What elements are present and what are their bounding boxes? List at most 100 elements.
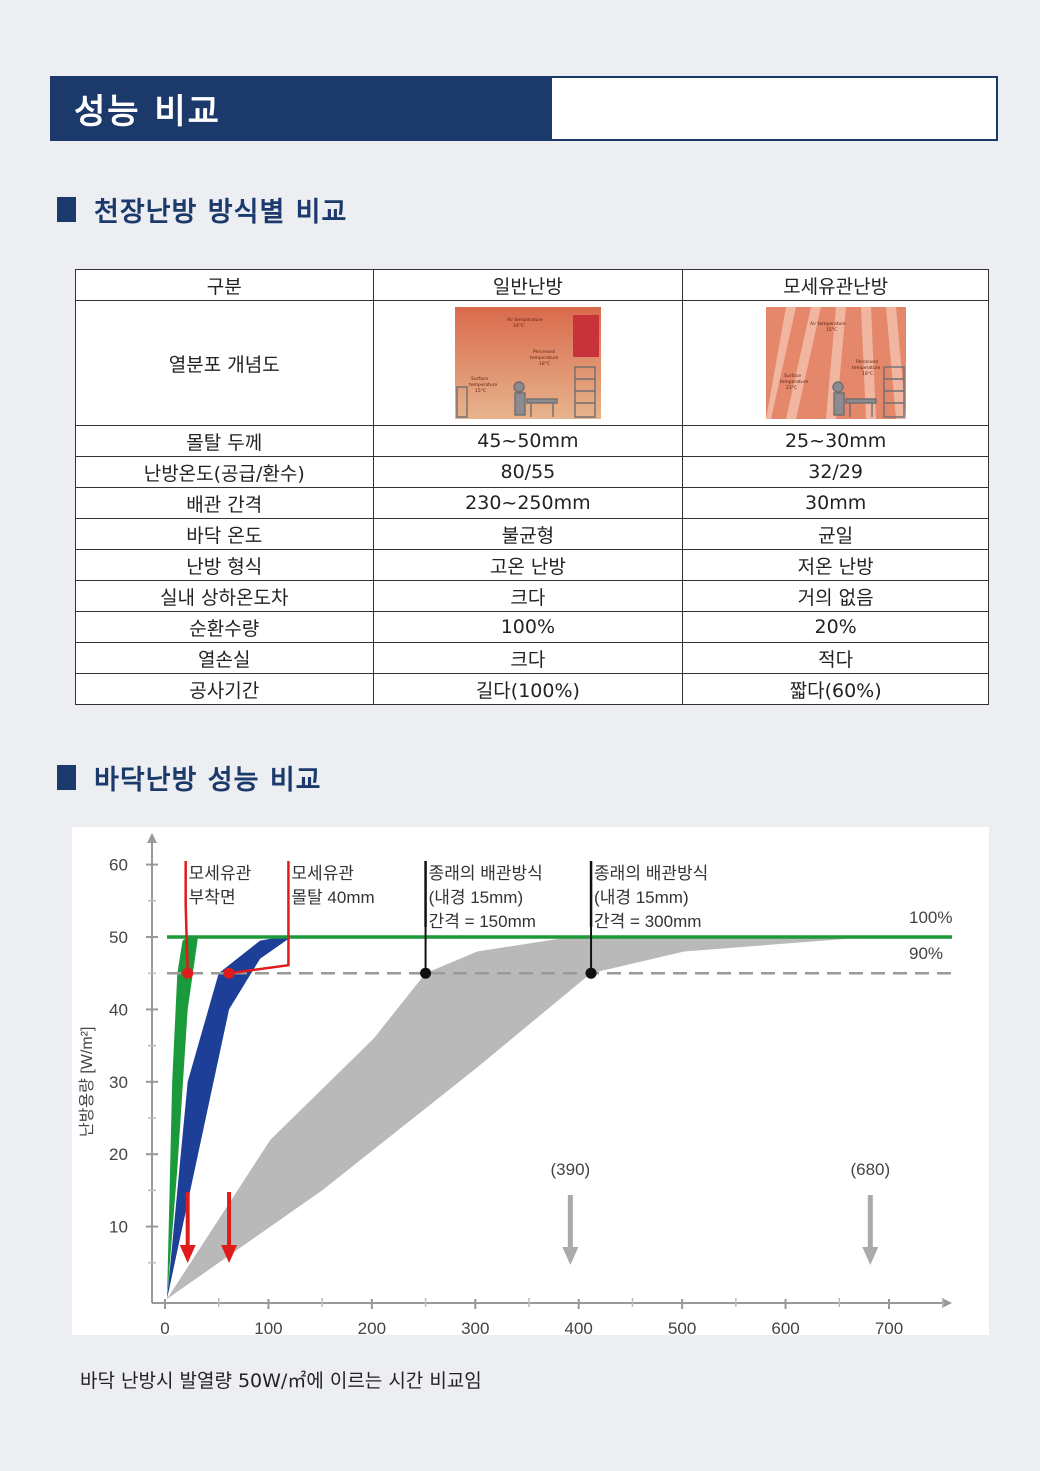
x-tick-label: 600 [771,1319,799,1335]
table-row: 공사기간 길다(100%) 짧다(60%) [75,673,989,705]
annotation-label: 몰탈 40mm [291,888,374,907]
reference-line-label: 100% [909,908,952,927]
table-row: 난방온도(공급/환수) 80/55 32/29 [75,456,989,488]
table-cell-label: 공사기간 [75,673,374,705]
diagram-label: temperature [530,355,559,361]
annotation-leader [228,905,290,975]
annotation-leader [184,904,189,974]
table-cell-value: 20% [682,611,989,643]
page-title: 성능 비교 [52,78,552,139]
table-cell-label: 난방 형식 [75,549,374,581]
diagram-label: temperature [780,379,809,385]
y-axis-arrow [147,833,157,843]
page-header: 성능 비교 [50,76,998,141]
y-tick-label: 20 [109,1145,128,1164]
table-header-row: 구분 일반난방 모세유관난방 [75,269,989,301]
table-cell-value: 적다 [682,642,989,674]
annotation-label: 간격 = 300mm [594,912,701,931]
diagram-label: 15°C [475,388,486,394]
capillary-heating-diagram: Air temperature 15°C Perceived temperatu… [765,307,906,419]
diagram-label: Air temperature [507,317,543,323]
diagram-label: temperature [469,382,498,388]
x-tick-label: 400 [565,1319,593,1335]
table-row: 바닥 온도 불균형 균일 [75,518,989,550]
table-cell-label: 바닥 온도 [75,518,374,550]
table-cell-value: 25~30mm [682,425,989,457]
table-cell-value: 고온 난방 [372,549,684,581]
x-tick-label: 500 [668,1319,696,1335]
diagram-label: temperature [852,365,881,371]
table-cell-label: 난방온도(공급/환수) [75,456,374,488]
annotation-marker [420,967,432,979]
table-header-cell: 구분 [75,269,374,301]
table-cell-label: 열손실 [75,642,374,674]
diagram-label: 21°C [786,385,797,391]
y-tick-label: 10 [109,1218,128,1237]
floor-heating-chart: 100% 90% 10 20 30 40 50 60 0 100 200 300 400 500 600 70… [72,827,989,1338]
section-bullet-icon [57,765,76,790]
section-heading-ceiling: 천장난방 방식별 비교 [57,190,347,229]
x-tick-label: 300 [461,1319,489,1335]
table-row: 배관 간격 230~250mm 30mm [75,487,989,519]
x-tick-label: 200 [358,1319,386,1335]
annotation-label: (내경 15mm) [594,888,689,907]
time-marker-arrowhead [862,1247,879,1265]
y-tick-label: 50 [109,928,128,947]
table-row: 순환수량 100% 20% [75,611,989,643]
y-axis-label: 난방용량 [W/m²] [78,1027,96,1137]
red-arrowhead [221,1245,238,1263]
diagram-label: Surface [471,376,488,382]
diagram-label: Air temperature [810,321,846,327]
annotation-marker [182,967,194,979]
x-tick-label: 0 [160,1319,169,1335]
diagram-label: 24°C [513,323,524,329]
time-marker-label: (680) [850,1160,890,1179]
table-cell-value: 100% [372,611,684,643]
diagram-label: 18°C [862,371,873,377]
section-title-text: 바닥난방 성능 비교 [94,765,322,796]
annotation-label: 모세유관 [291,864,354,883]
table-cell-label: 순환수량 [75,611,374,643]
section-bullet-icon [57,197,76,222]
red-arrowhead [179,1245,196,1263]
annotation-label: (내경 15mm) [429,888,524,907]
general-heating-diagram: Air temperature 24°C Perceived temperatu… [454,307,601,419]
section-heading-floor: 바닥난방 성능 비교 [57,758,322,797]
annotation-label: 간격 = 150mm [429,912,536,931]
table-header-cell: 일반난방 [372,269,684,301]
y-tick-label: 30 [109,1073,128,1092]
table-cell-value: 크다 [372,642,684,674]
diagram-label: Perceived [856,359,878,365]
table-cell-value: 저온 난방 [682,549,989,581]
x-tick-label: 100 [254,1319,282,1335]
table-cell-value: 거의 없음 [682,580,989,612]
table-row-diagram: 열분포 개념도 Air temperature 24°C Perceived t… [75,300,989,426]
series-band-2 [167,937,871,1299]
table-row: 몰탈 두께 45~50mm 25~30mm [75,425,989,457]
annotation-label: 종래의 배관방식 [594,864,708,883]
table-cell-value: 짧다(60%) [682,673,989,705]
table-header-cell: 모세유관난방 [682,269,989,301]
table-cell-value: 균일 [682,518,989,550]
table-cell-label: 열분포 개념도 [75,300,374,426]
table-cell-label: 실내 상하온도차 [75,580,374,612]
annotation-label: 종래의 배관방식 [429,864,543,883]
section-title-text: 천장난방 방식별 비교 [94,197,348,228]
table-cell-value: 32/29 [682,456,989,488]
table-cell-value: 45~50mm [372,425,684,457]
comparison-table: 구분 일반난방 모세유관난방 열분포 개념도 Air temperature 2… [75,269,989,705]
table-cell-value: 230~250mm [372,487,684,519]
table-cell-image: Air temperature 24°C Perceived temperatu… [372,300,684,426]
annotation-marker [585,967,597,979]
time-marker-label: (390) [551,1160,591,1179]
table-cell-value: 불균형 [372,518,684,550]
table-row: 난방 형식 고온 난방 저온 난방 [75,549,989,581]
annotation-marker [223,967,235,979]
y-tick-label: 60 [109,856,128,875]
chart-caption: 바닥 난방시 발열량 50W/㎡에 이르는 시간 비교임 [80,1370,482,1392]
x-axis-arrow [942,1298,952,1308]
annotation-label: 모세유관 [189,864,252,883]
diagram-label: Surface [784,373,801,379]
series-band-0 [167,937,199,1299]
